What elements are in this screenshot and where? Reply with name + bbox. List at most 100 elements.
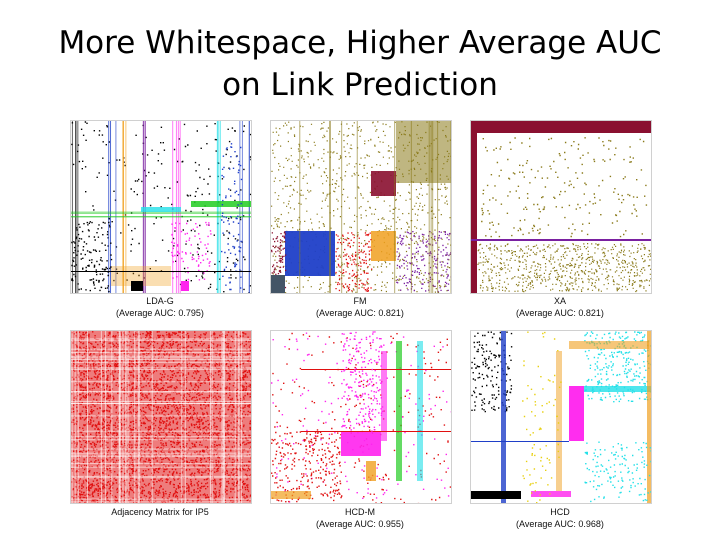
matrix-block [271, 491, 311, 499]
matrix-block [381, 351, 387, 441]
matrix-block [71, 439, 251, 441]
matrix-block [301, 431, 451, 432]
matrix-block [75, 121, 77, 293]
matrix-plot-hcd [471, 331, 651, 503]
matrix-block [77, 331, 79, 503]
matrix-block [285, 231, 335, 276]
matrix-block [356, 121, 358, 293]
matrix-block [71, 357, 251, 359]
matrix-block [222, 331, 224, 503]
matrix-block [341, 121, 343, 293]
caption-adjacency: Adjacency Matrix for IP5 [65, 506, 255, 518]
matrix-block [71, 271, 251, 272]
matrix-block [181, 281, 189, 291]
matrix-block [134, 331, 136, 503]
matrix-block [71, 368, 251, 370]
caption-label: FM [353, 296, 367, 306]
matrix-block [71, 391, 251, 393]
matrix-block [209, 331, 211, 503]
matrix-block [75, 121, 77, 293]
matrix-block [71, 436, 251, 438]
matrix-block [191, 201, 251, 207]
matrix-block [396, 121, 451, 183]
matrix-block [71, 367, 251, 369]
matrix-block [366, 461, 376, 481]
caption-metric: (Average AUC: 0.968) [516, 519, 604, 529]
matrix-block [241, 331, 243, 503]
matrix-block [371, 171, 396, 196]
matrix-lda-g [70, 120, 252, 294]
matrix-block [238, 331, 240, 503]
matrix-block [450, 121, 451, 293]
caption-label: LDA-G [146, 296, 174, 306]
matrix-adjacency [70, 330, 252, 504]
matrix-dots [221, 143, 243, 291]
matrix-xa [470, 120, 652, 294]
matrix-block [71, 477, 251, 479]
matrix-block [329, 121, 331, 293]
matrix-dots [71, 221, 113, 293]
caption-xa: XA (Average AUC: 0.821) [465, 295, 655, 319]
matrix-block [119, 331, 121, 503]
matrix-plot-hcd-m [271, 331, 451, 503]
matrix-dots [477, 243, 651, 293]
matrix-block [501, 331, 506, 503]
matrix-dots [396, 231, 451, 293]
matrix-block [71, 448, 251, 450]
caption-metric: (Average AUC: 0.795) [116, 308, 204, 318]
matrix-block [584, 386, 651, 392]
matrix-block [221, 331, 223, 503]
matrix-block [569, 341, 649, 349]
matrix-block [223, 331, 225, 503]
matrix-block [71, 361, 251, 363]
matrix-block [417, 341, 423, 481]
matrix-hcd [470, 330, 652, 504]
matrix-block [71, 415, 251, 417]
matrix-block [71, 216, 251, 218]
matrix-block [125, 121, 127, 293]
matrix-block [125, 331, 127, 503]
matrix-block [71, 338, 251, 340]
matrix-block [428, 121, 430, 293]
matrix-block [71, 212, 251, 214]
matrix-block [74, 331, 76, 503]
matrix-fm [270, 120, 452, 294]
matrix-block [77, 121, 79, 293]
matrix-dots [481, 137, 648, 238]
matrix-block [71, 466, 251, 468]
matrix-block [396, 341, 402, 481]
matrix-block [71, 475, 251, 477]
matrix-block [111, 331, 113, 503]
matrix-dots [171, 221, 212, 281]
matrix-block [86, 331, 88, 503]
matrix-block [341, 431, 381, 456]
matrix-block [531, 491, 571, 497]
matrix-block [271, 275, 285, 293]
matrix-block [71, 430, 251, 432]
matrix-block [71, 348, 251, 350]
matrix-block [71, 463, 251, 465]
matrix-block [71, 352, 251, 354]
matrix-block [115, 121, 117, 293]
matrix-block [110, 121, 112, 293]
matrix-block [71, 501, 251, 503]
matrix-block [234, 331, 236, 503]
matrix-block [107, 121, 109, 293]
matrix-block [430, 121, 432, 293]
matrix-block [105, 331, 107, 503]
matrix-block [71, 498, 251, 500]
matrix-block [122, 331, 124, 503]
matrix-block [471, 121, 651, 133]
matrix-block [71, 402, 251, 404]
matrix-block [556, 351, 562, 491]
matrix-dots [335, 232, 373, 292]
matrix-dots [584, 331, 651, 403]
matrix-block [647, 331, 651, 503]
matrix-block [71, 331, 73, 503]
matrix-block [184, 331, 186, 503]
matrix-block [71, 358, 251, 360]
matrix-block [71, 211, 251, 213]
title-line-2: on Link Prediction [222, 67, 498, 103]
matrix-block [371, 231, 396, 261]
matrix-plot-fm [271, 121, 451, 293]
